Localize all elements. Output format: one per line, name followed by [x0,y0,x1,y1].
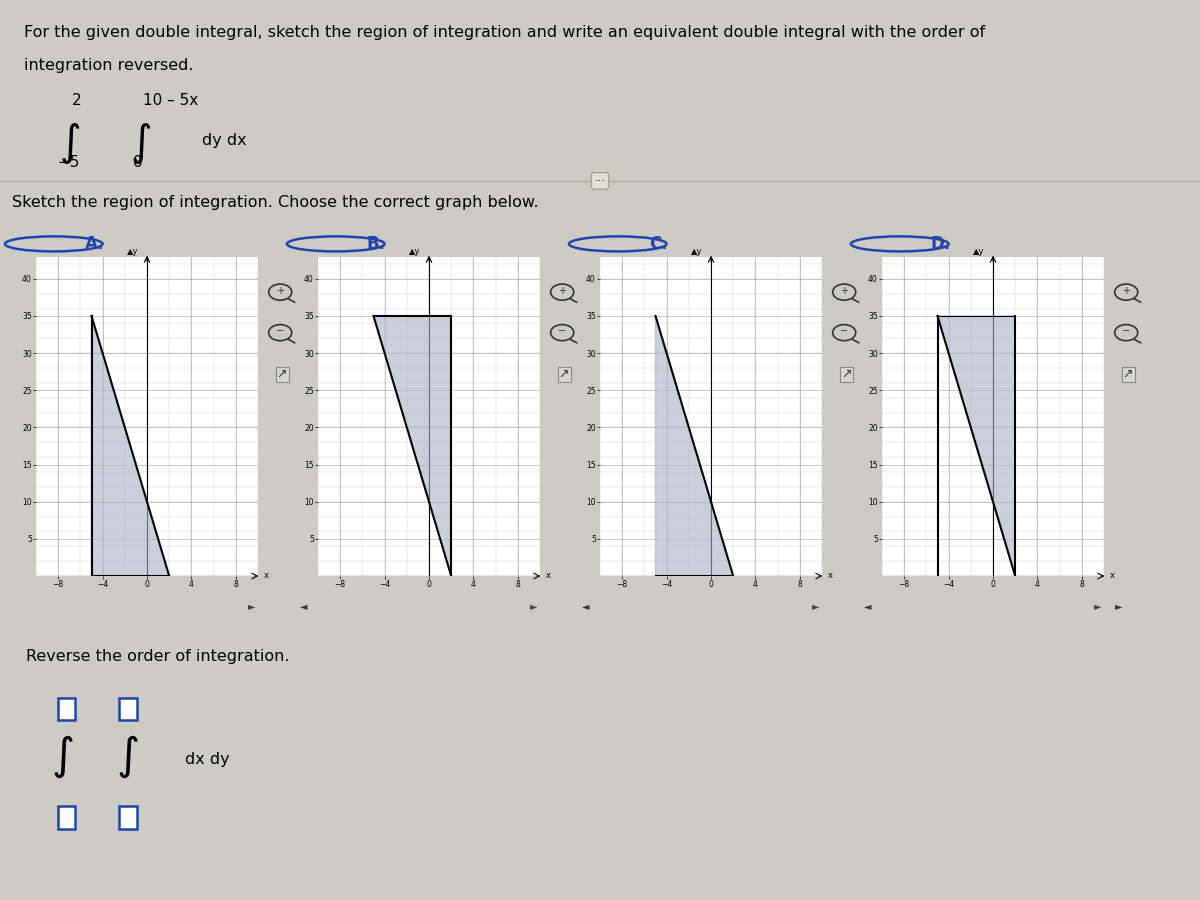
Text: ►: ► [248,600,256,611]
Text: ···: ··· [594,176,606,186]
Text: ▲y: ▲y [691,248,702,256]
Text: ►: ► [812,600,820,611]
Text: ►: ► [1094,600,1102,611]
Text: ↗: ↗ [277,368,287,381]
Text: x: x [264,572,269,580]
Text: dx dy: dx dy [185,752,229,768]
Text: Reverse the order of integration.: Reverse the order of integration. [26,649,290,664]
Text: ◄: ◄ [864,600,871,611]
Text: dy dx: dy dx [202,133,247,148]
Text: 2: 2 [72,93,82,108]
Text: −: − [840,327,848,337]
Text: 10 – 5x: 10 – 5x [143,93,198,108]
Text: +: + [1122,286,1130,296]
Text: D.: D. [931,235,950,253]
Polygon shape [655,316,733,576]
Text: B.: B. [367,235,386,253]
Text: integration reversed.: integration reversed. [24,58,193,73]
Text: ◄: ◄ [300,600,307,611]
Text: ▲y: ▲y [409,248,420,256]
Text: +: + [558,286,566,296]
Polygon shape [373,316,451,576]
Text: −: − [276,327,284,337]
Text: ▲y: ▲y [973,248,984,256]
Text: C.: C. [649,235,667,253]
Text: ∫: ∫ [52,734,74,778]
Text: x: x [828,572,833,580]
Text: A.: A. [85,235,104,253]
Text: x: x [546,572,551,580]
Polygon shape [91,316,169,576]
Text: ∫: ∫ [60,122,82,164]
Text: +: + [840,286,848,296]
Text: +: + [276,286,284,296]
Text: ►: ► [1115,600,1122,611]
Text: −: − [558,327,566,337]
Text: ↗: ↗ [1123,368,1133,381]
Text: Sketch the region of integration. Choose the correct graph below.: Sketch the region of integration. Choose… [12,195,539,210]
Polygon shape [937,316,1015,576]
Text: ∫: ∫ [131,122,152,164]
Text: ↗: ↗ [841,368,851,381]
Text: x: x [1110,572,1115,580]
Text: ▲y: ▲y [127,248,138,256]
Text: ◄: ◄ [582,600,589,611]
Text: ►: ► [530,600,538,611]
Text: ↗: ↗ [559,368,569,381]
Text: −: − [1122,327,1130,337]
Text: −5: −5 [58,155,79,170]
Text: 0: 0 [133,155,143,170]
Text: ∫: ∫ [116,734,139,778]
Text: For the given double integral, sketch the region of integration and write an equ: For the given double integral, sketch th… [24,25,985,40]
